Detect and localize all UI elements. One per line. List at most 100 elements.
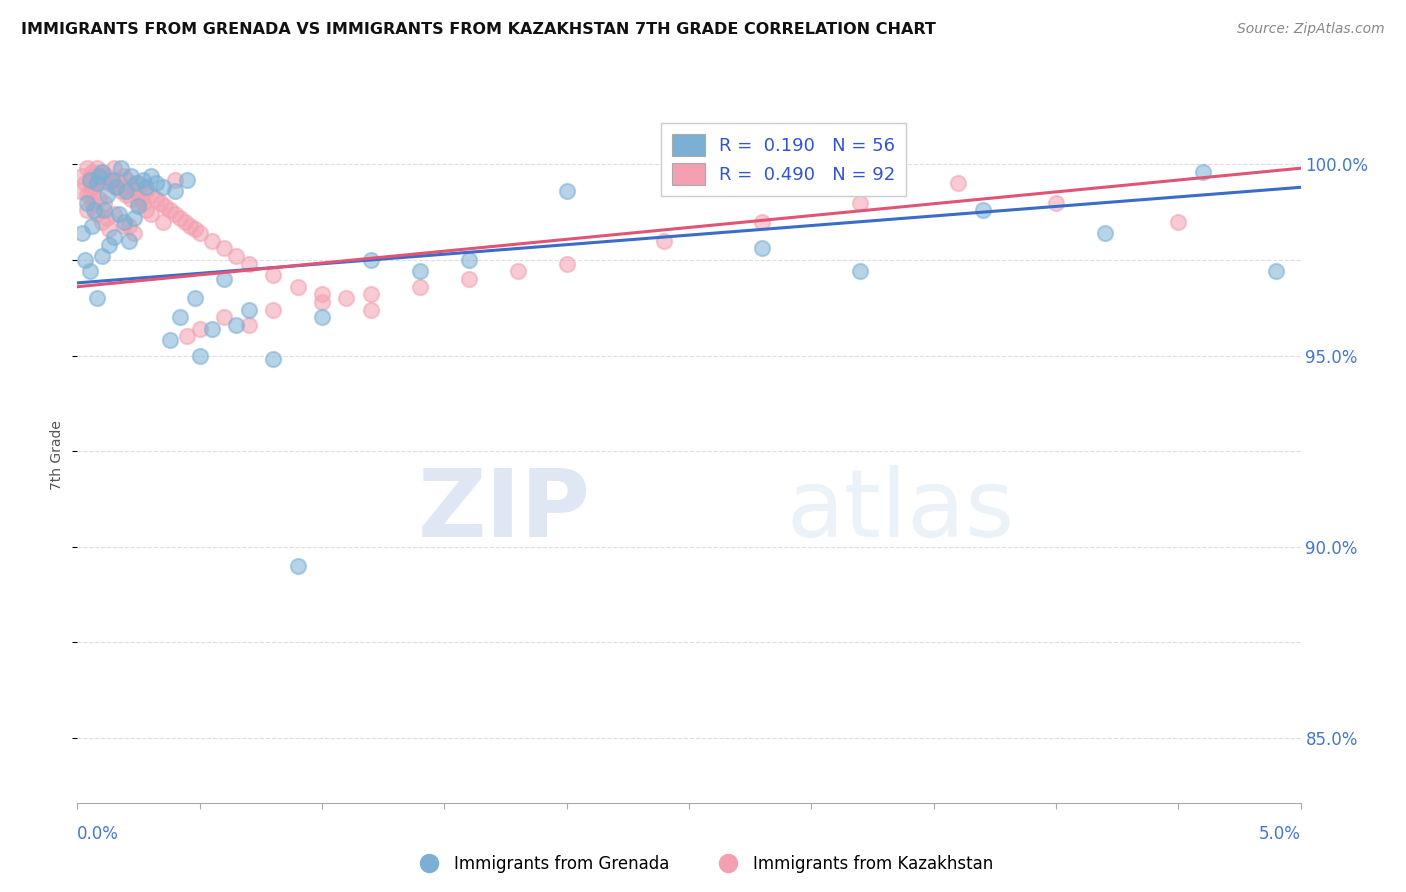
Point xyxy=(79,188,101,202)
Point xyxy=(457,272,479,286)
Point xyxy=(120,180,142,194)
Point xyxy=(112,169,135,183)
Point xyxy=(86,207,108,221)
Point xyxy=(159,203,181,218)
Point xyxy=(555,257,578,271)
Point xyxy=(132,172,155,186)
Point xyxy=(80,180,103,194)
Point xyxy=(849,195,872,210)
Text: IMMIGRANTS FROM GRENADA VS IMMIGRANTS FROM KAZAKHSTAN 7TH GRADE CORRELATION CHAR: IMMIGRANTS FROM GRENADA VS IMMIGRANTS FR… xyxy=(21,22,936,37)
Point xyxy=(128,177,150,191)
Point xyxy=(238,318,260,332)
Point xyxy=(212,272,235,286)
Point xyxy=(108,177,131,191)
Point xyxy=(176,172,198,186)
Point xyxy=(165,207,187,221)
Point xyxy=(262,352,284,367)
Point xyxy=(100,177,122,191)
Point xyxy=(76,203,98,218)
Point xyxy=(188,322,211,336)
Point xyxy=(139,207,162,221)
Point xyxy=(335,291,357,305)
Point xyxy=(76,195,98,210)
Point xyxy=(80,165,103,179)
Point xyxy=(120,169,142,183)
Point xyxy=(98,237,121,252)
Point xyxy=(80,195,103,210)
Point xyxy=(139,169,162,183)
Point xyxy=(69,184,91,198)
Point xyxy=(849,264,872,278)
Point xyxy=(89,169,111,183)
Point xyxy=(409,279,432,293)
Text: 0.0%: 0.0% xyxy=(77,825,120,843)
Point xyxy=(457,252,479,267)
Point xyxy=(115,184,138,198)
Point xyxy=(118,234,141,248)
Point xyxy=(506,264,529,278)
Point xyxy=(1265,264,1288,278)
Point xyxy=(360,302,382,317)
Point xyxy=(100,172,122,186)
Point xyxy=(184,222,207,236)
Point xyxy=(128,195,150,210)
Point xyxy=(83,180,105,194)
Point xyxy=(96,211,118,225)
Point xyxy=(80,219,103,233)
Point xyxy=(89,172,111,186)
Point xyxy=(110,184,132,198)
Point xyxy=(145,177,167,191)
Point xyxy=(678,172,700,186)
Point xyxy=(287,279,309,293)
Point xyxy=(76,188,98,202)
Text: atlas: atlas xyxy=(787,465,1015,557)
Point xyxy=(90,165,112,179)
Point xyxy=(115,172,138,186)
Point xyxy=(96,172,118,186)
Point xyxy=(86,172,108,186)
Point xyxy=(89,192,111,206)
Point xyxy=(100,172,122,186)
Point xyxy=(188,226,211,240)
Point xyxy=(110,180,132,194)
Point xyxy=(165,172,187,186)
Point xyxy=(120,192,142,206)
Point xyxy=(105,180,128,194)
Text: Source: ZipAtlas.com: Source: ZipAtlas.com xyxy=(1237,22,1385,37)
Point xyxy=(115,188,138,202)
Point xyxy=(152,180,174,194)
Legend: R =  0.190   N = 56, R =  0.490   N = 92: R = 0.190 N = 56, R = 0.490 N = 92 xyxy=(661,123,907,196)
Point xyxy=(73,177,96,191)
Point xyxy=(70,169,93,183)
Point xyxy=(135,184,157,198)
Point xyxy=(110,161,132,176)
Point xyxy=(159,333,181,347)
Point xyxy=(118,219,141,233)
Point xyxy=(125,184,148,198)
Point xyxy=(1094,226,1116,240)
Point xyxy=(103,161,125,176)
Point xyxy=(555,184,578,198)
Point xyxy=(108,207,131,221)
Point xyxy=(79,172,101,186)
Text: 5.0%: 5.0% xyxy=(1258,825,1301,843)
Point xyxy=(311,287,333,301)
Point xyxy=(149,195,172,210)
Point xyxy=(287,558,309,573)
Point xyxy=(184,291,207,305)
Point xyxy=(90,169,112,183)
Point xyxy=(83,203,105,218)
Point xyxy=(212,242,235,256)
Point xyxy=(176,329,198,343)
Point xyxy=(188,349,211,363)
Point xyxy=(129,192,152,206)
Point xyxy=(98,222,121,236)
Point xyxy=(79,264,101,278)
Point xyxy=(93,203,115,218)
Point xyxy=(73,252,96,267)
Point xyxy=(93,195,115,210)
Point xyxy=(103,207,125,221)
Point xyxy=(169,310,191,325)
Point xyxy=(83,169,105,183)
Point xyxy=(201,234,224,248)
